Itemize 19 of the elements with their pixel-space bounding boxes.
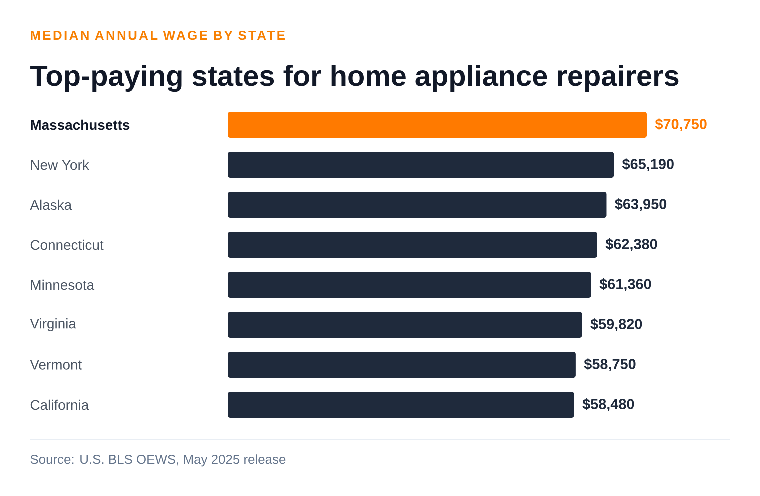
data-label: $61,360 [600, 278, 652, 292]
source-note: Source: U.S. BLS OEWS, May 2025 release [30, 454, 286, 467]
y-tick-label: California [30, 400, 90, 410]
chart-subtitle: MEDIAN ANNUAL WAGE BY STATE [31, 30, 285, 40]
y-tick-label: Vermont [30, 360, 82, 370]
chart-title: Top-paying states for home appliance repairers [30, 65, 679, 92]
y-tick-label: Alaska [30, 200, 72, 210]
data-label: $59,820 [590, 318, 642, 332]
data-label: $63,950 [615, 198, 667, 212]
y-tick-label: Minnesota [31, 280, 95, 290]
data-label: $58,480 [582, 398, 634, 412]
data-label: $65,190 [622, 158, 674, 172]
y-tick-label: Virginia [30, 318, 76, 332]
data-label: $62,380 [606, 238, 658, 252]
data-label: $58,750 [584, 358, 636, 372]
y-tick-label: New York [31, 160, 90, 170]
data-label: $70,750 [655, 118, 707, 132]
y-tick-label: Connecticut [30, 240, 104, 250]
y-tick-label: Massachusetts [31, 120, 130, 130]
